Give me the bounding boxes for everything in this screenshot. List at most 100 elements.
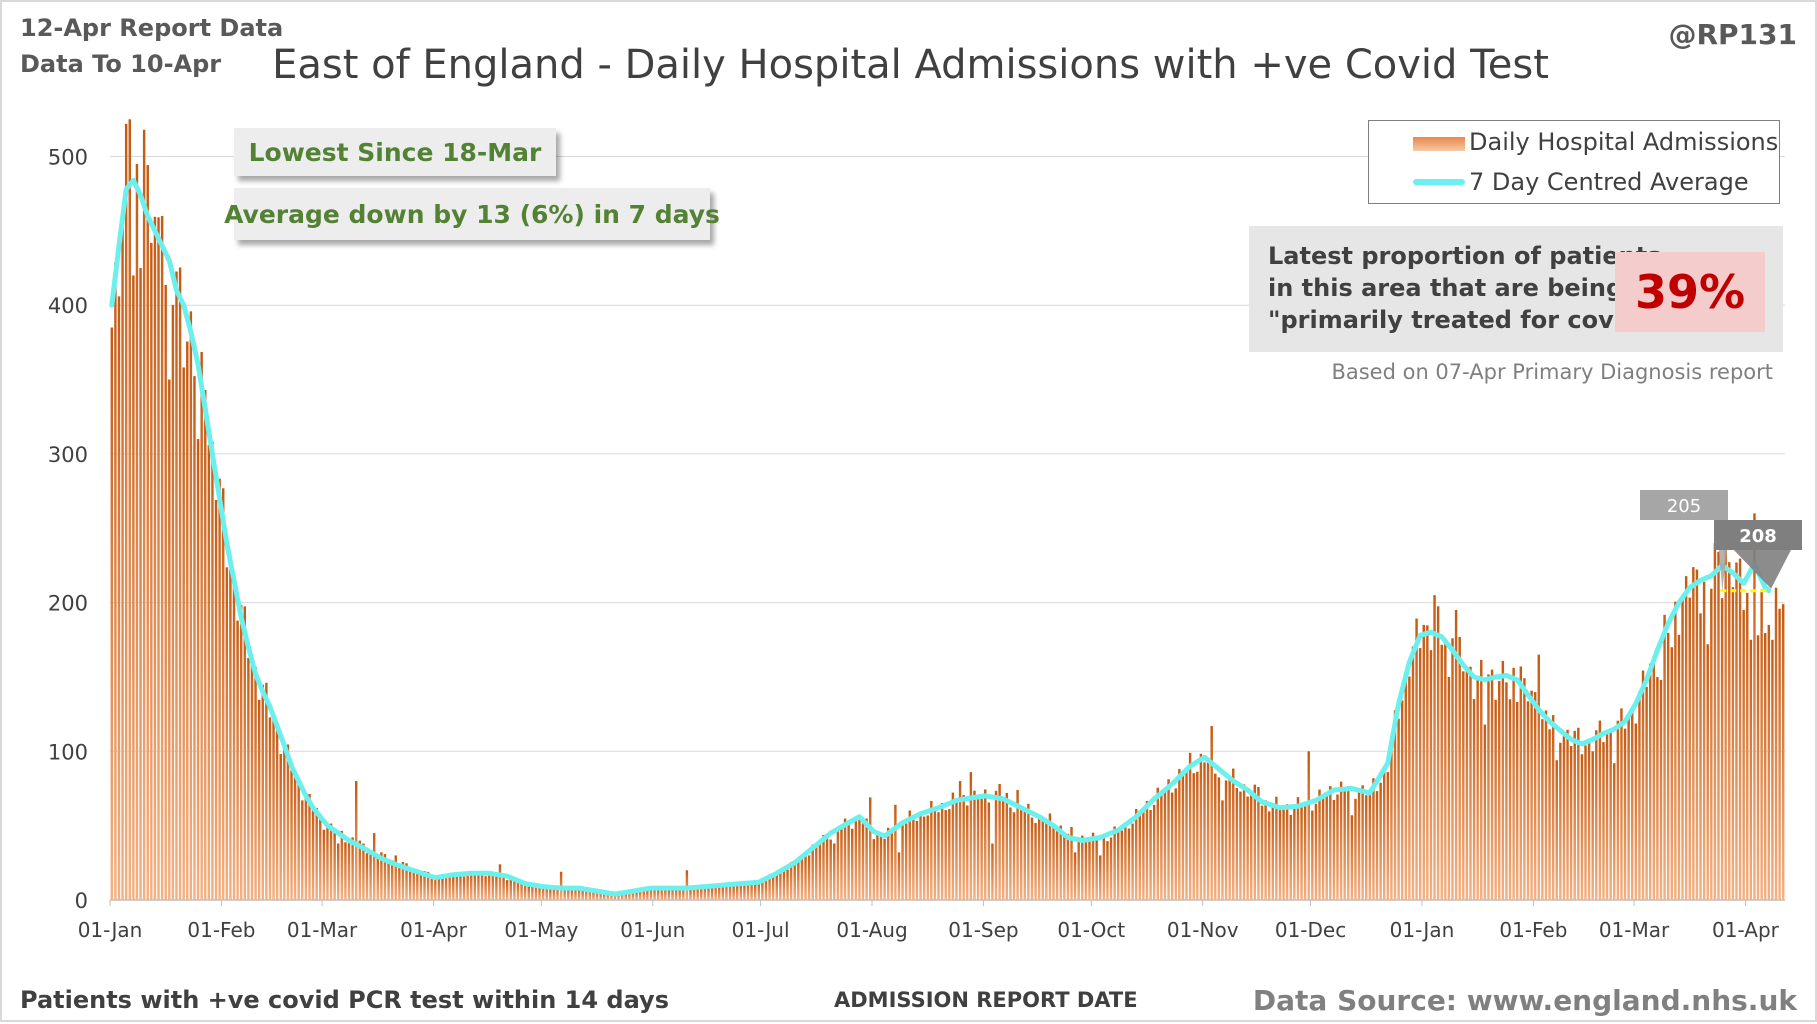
bar-daily-admissions	[157, 217, 160, 900]
bar-daily-admissions	[1073, 852, 1077, 900]
x-axis-title: ADMISSION REPORT DATE	[834, 988, 1138, 1012]
bar-daily-admissions	[1027, 803, 1030, 900]
bar-daily-admissions	[761, 881, 764, 900]
bar-daily-admissions	[186, 341, 189, 900]
bar-daily-admissions	[574, 887, 577, 900]
bar-daily-admissions	[1088, 840, 1091, 900]
bar-daily-admissions	[1400, 700, 1404, 900]
bar-daily-admissions	[1048, 813, 1052, 900]
bar-daily-admissions	[563, 887, 566, 900]
x-tick-label: 01-Apr	[1712, 918, 1780, 942]
bar-daily-admissions	[915, 821, 919, 900]
bar-daily-admissions	[1199, 753, 1203, 900]
bar-daily-admissions	[448, 873, 451, 900]
bar-daily-admissions	[1515, 701, 1519, 900]
bar-daily-admissions	[1717, 551, 1720, 900]
bar-daily-admissions	[1508, 699, 1512, 900]
bar-daily-admissions	[876, 832, 879, 900]
bar-daily-admissions	[1670, 647, 1673, 900]
bar-daily-admissions	[1681, 598, 1684, 900]
bar-daily-admissions	[1134, 809, 1138, 900]
bar-daily-admissions	[1303, 804, 1307, 900]
bar-daily-admissions	[872, 839, 876, 900]
bar-daily-admissions	[520, 881, 523, 900]
bar-daily-admissions	[383, 854, 387, 900]
bar-daily-admissions	[843, 818, 847, 900]
bar-daily-admissions	[164, 285, 167, 900]
bar-daily-admissions	[513, 879, 516, 900]
bar-daily-admissions	[628, 890, 631, 900]
bar-daily-admissions	[714, 885, 717, 900]
bar-daily-admissions	[531, 884, 534, 900]
bar-daily-admissions	[1145, 800, 1149, 900]
bar-daily-admissions	[1756, 635, 1760, 900]
bar-daily-admissions	[678, 888, 681, 900]
bar-daily-admissions	[1156, 787, 1159, 900]
bar-daily-admissions	[1645, 686, 1648, 900]
proportion-value: 39%	[1615, 252, 1765, 332]
bar-daily-admissions	[671, 887, 674, 900]
bar-daily-admissions	[1648, 663, 1652, 900]
bar-daily-admissions	[1250, 792, 1253, 900]
bar-daily-admissions	[1548, 729, 1551, 900]
bar-daily-admissions	[365, 853, 369, 900]
bar-daily-admissions	[1555, 760, 1558, 900]
bar-daily-admissions	[1498, 681, 1501, 900]
bar-daily-admissions	[1383, 766, 1386, 900]
bar-daily-admissions	[556, 887, 559, 900]
bar-daily-admissions	[1408, 676, 1411, 900]
x-tick-label: 01-Dec	[1275, 918, 1346, 942]
bar-daily-admissions	[1659, 679, 1663, 900]
bar-daily-admissions	[135, 163, 139, 900]
bar-daily-admissions	[1771, 639, 1774, 900]
bar-daily-admissions	[204, 389, 207, 900]
x-tick-label: 01-Nov	[1167, 918, 1239, 942]
bar-daily-admissions	[789, 862, 793, 900]
bar-daily-admissions	[132, 275, 135, 901]
bar-daily-admissions	[930, 800, 933, 900]
bar-daily-admissions	[1429, 650, 1433, 900]
bar-daily-admissions	[229, 568, 232, 900]
legend-bar-swatch	[1413, 137, 1465, 151]
bar-daily-admissions	[405, 863, 408, 900]
y-tick-label: 400	[48, 294, 88, 318]
bar-daily-admissions	[390, 860, 394, 900]
bar-daily-admissions	[588, 889, 592, 900]
bar-daily-admissions	[1692, 567, 1695, 900]
x-tick-label: 01-Feb	[187, 918, 255, 942]
bar-daily-admissions	[257, 699, 261, 900]
bar-daily-admissions	[1063, 833, 1066, 900]
bar-daily-admissions	[656, 888, 660, 900]
bar-daily-admissions	[1332, 800, 1336, 900]
bar-daily-admissions	[1192, 773, 1195, 900]
bar-daily-admissions	[1138, 812, 1142, 900]
x-tick-label: 01-Mar	[287, 918, 358, 942]
bar-daily-admissions	[660, 887, 663, 900]
bar-daily-admissions	[362, 843, 365, 900]
bar-daily-admissions	[1077, 840, 1080, 900]
bar-daily-admissions	[1203, 762, 1206, 900]
bar-daily-admissions	[1602, 742, 1605, 900]
data-source: Data Source: www.england.nhs.uk	[1252, 984, 1797, 1017]
bar-daily-admissions	[1440, 644, 1443, 900]
bar-daily-admissions	[1289, 814, 1292, 900]
bar-daily-admissions	[1605, 732, 1609, 900]
bar-daily-admissions	[1393, 710, 1397, 900]
bar-daily-admissions	[940, 802, 944, 900]
bar-daily-admissions	[1181, 774, 1185, 900]
bar-daily-admissions	[139, 268, 142, 900]
bar-daily-admissions	[1350, 815, 1354, 900]
bar-daily-admissions	[142, 129, 146, 901]
y-tick-label: 100	[48, 740, 88, 764]
bar-daily-admissions	[265, 682, 268, 900]
bar-daily-admissions	[771, 874, 775, 900]
bar-daily-admissions	[470, 871, 473, 900]
bar-daily-admissions	[146, 165, 149, 901]
bar-daily-admissions	[1019, 808, 1023, 900]
bar-daily-admissions	[304, 795, 308, 900]
bar-daily-admissions	[549, 888, 552, 900]
bar-daily-admissions	[1584, 745, 1587, 900]
bar-daily-admissions	[570, 889, 574, 900]
bar-daily-admissions	[1537, 654, 1540, 900]
average-change-callout: Average down by 13 (6%) in 7 days	[224, 188, 720, 240]
